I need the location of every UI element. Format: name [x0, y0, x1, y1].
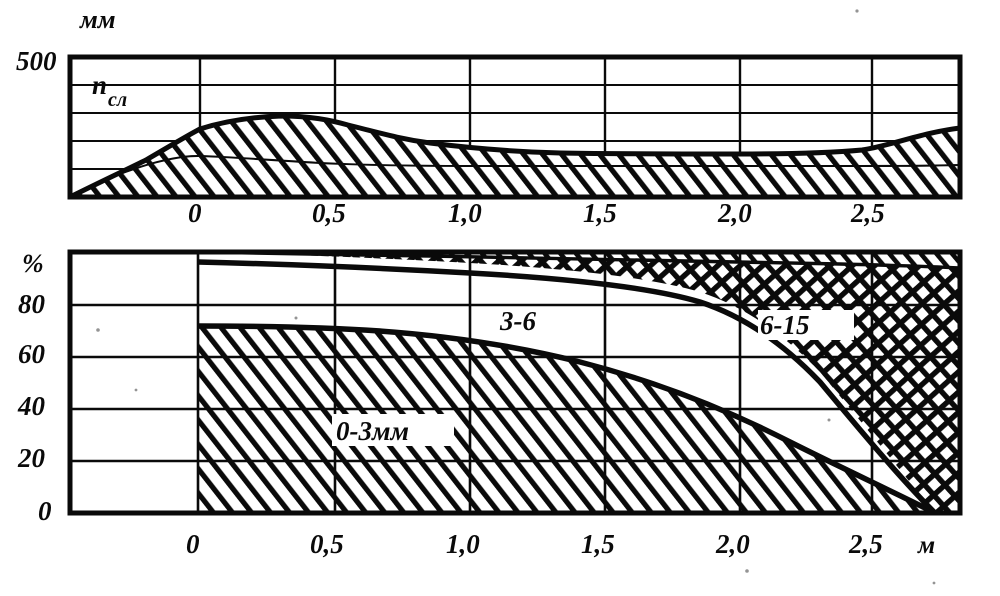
top-chart-y-unit: мм	[79, 5, 116, 34]
bottom-chart-frame	[67, 249, 963, 516]
bottom-chart-xtick-3: 1,5	[581, 529, 615, 559]
bottom-chart-ytick-20: 20	[17, 443, 46, 473]
bottom-chart-band-label-medium: 3-6	[499, 306, 536, 336]
bottom-chart-xtick-2: 1,0	[446, 529, 480, 559]
top-chart-upper-curve	[70, 113, 960, 197]
bottom-chart-gridlines-vertical	[196, 252, 874, 513]
bottom-chart-label-coarse-text: 6-15	[760, 310, 810, 340]
scan-noise	[96, 9, 936, 585]
bottom-chart-y-unit: %	[22, 249, 44, 278]
bottom-chart-band-label-coarse: 6-15	[758, 310, 854, 340]
bottom-chart-band-label-fine: 0-3мм	[332, 414, 454, 446]
bottom-chart-ytick-40: 40	[17, 391, 46, 421]
bottom-chart-y-tick-labels: 80 60 40 20 0	[17, 289, 52, 526]
bottom-chart-x-unit: м	[917, 532, 935, 559]
top-chart-lower-hatch-band	[70, 156, 960, 197]
bottom-chart-ytick-0: 0	[38, 496, 52, 526]
top-chart-series-label-sub: сл	[108, 89, 127, 111]
label-backdrop-coarse	[758, 310, 854, 340]
bottom-chart-gridlines-horizontal	[70, 303, 960, 463]
bottom-chart-xtick-0: 0	[186, 529, 200, 559]
top-chart-xtick-5: 2,5	[850, 198, 885, 228]
top-chart-upper-hatch-band	[70, 116, 960, 197]
top-chart-xtick-2: 1,0	[448, 198, 482, 228]
bottom-chart-xtick-5: 2,5	[848, 529, 883, 559]
bottom-chart-curve-medium-top	[197, 259, 937, 513]
top-chart-xtick-4: 2,0	[717, 198, 752, 228]
bottom-chart-x-tick-labels: 0 0,5 1,0 1,5 2,0 2,5 м	[186, 529, 935, 559]
top-chart: мм 500	[16, 5, 963, 228]
bottom-chart-xtick-1: 0,5	[310, 529, 344, 559]
top-chart-plot-area	[70, 57, 960, 197]
bottom-chart-band-fine	[198, 326, 935, 513]
bottom-chart-ytick-80: 80	[18, 289, 46, 319]
top-chart-series-label-main: n	[92, 70, 107, 100]
bottom-chart-label-fine-text: 0-3мм	[336, 416, 409, 446]
bottom-chart-label-medium-text: 3-6	[499, 306, 536, 336]
top-chart-y-max-label: 500	[16, 46, 57, 76]
top-chart-x-tick-labels: 0 0,5 1,0 1,5 2,0 2,5	[188, 198, 885, 228]
top-chart-xtick-0: 0	[188, 198, 202, 228]
bottom-chart-ytick-60: 60	[18, 339, 46, 369]
top-chart-xtick-3: 1,5	[583, 198, 617, 228]
bottom-chart-top-strip	[198, 252, 960, 268]
top-chart-xtick-1: 0,5	[312, 198, 346, 228]
bottom-chart-xtick-4: 2,0	[715, 529, 750, 559]
top-chart-series-label: n сл	[92, 70, 127, 111]
top-chart-frame	[67, 54, 963, 200]
label-backdrop-fine	[332, 414, 454, 446]
bottom-chart-curve-fine-top	[197, 323, 937, 513]
bottom-chart: % 80 60 40 20 0	[17, 249, 963, 559]
